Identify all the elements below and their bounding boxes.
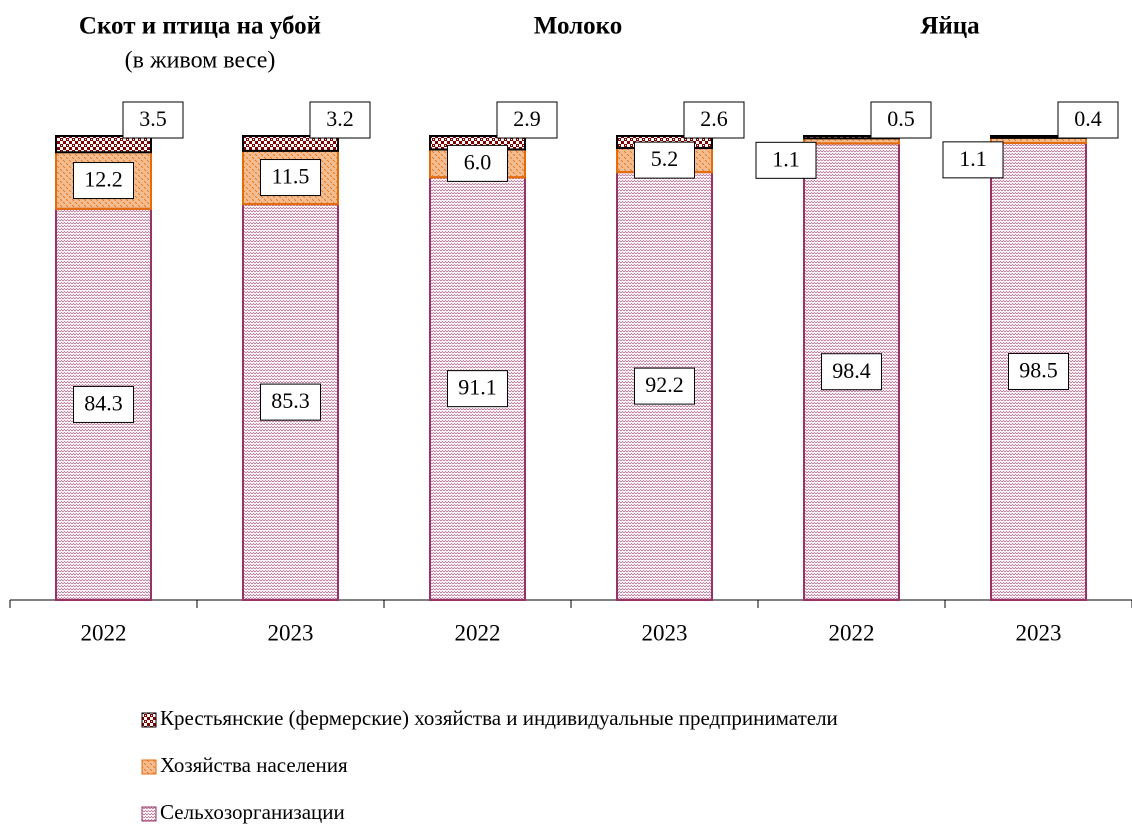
value-label: 3.5 xyxy=(139,106,167,131)
group-title: Яйца xyxy=(920,13,980,40)
value-label-box xyxy=(821,353,882,391)
bar-segment xyxy=(242,135,339,152)
legend-swatch xyxy=(141,712,157,728)
value-label: 1.1 xyxy=(959,146,987,171)
value-label: 11.5 xyxy=(272,164,310,189)
x-tick-label: 2023 xyxy=(1016,620,1062,645)
value-label-box xyxy=(755,141,817,179)
value-label-box xyxy=(1057,101,1119,139)
value-label-box xyxy=(634,367,695,405)
value-label-box xyxy=(260,383,321,421)
x-tick-label: 2022 xyxy=(455,620,501,645)
legend-swatch xyxy=(141,759,157,775)
value-label-box xyxy=(683,101,745,139)
value-label-box xyxy=(260,159,321,197)
legend-swatch xyxy=(141,806,157,822)
legend-label: Сельхозорганизации xyxy=(160,800,345,824)
value-label-box xyxy=(634,141,695,179)
value-label: 5.2 xyxy=(651,146,679,171)
value-label: 0.4 xyxy=(1074,106,1102,131)
x-tick-label: 2023 xyxy=(642,620,688,645)
legend-label: Крестьянские (фермерские) хозяйства и ин… xyxy=(160,706,838,730)
value-label-box xyxy=(1008,352,1069,390)
value-label: 2.9 xyxy=(513,106,541,131)
group-title: Молоко xyxy=(534,13,623,40)
x-tick-label: 2023 xyxy=(268,620,314,645)
group-title: Скот и птица на убой xyxy=(79,13,321,40)
value-label: 1.1 xyxy=(772,146,800,171)
value-label-box xyxy=(870,101,932,139)
value-label: 2.6 xyxy=(700,106,728,131)
bar-segment xyxy=(429,176,526,602)
legend-label: Хозяйства населения xyxy=(160,753,348,777)
x-tick-label: 2022 xyxy=(829,620,875,645)
value-label: 12.2 xyxy=(84,167,123,192)
value-label: 98.4 xyxy=(832,358,871,383)
value-label-box xyxy=(309,101,371,139)
value-label-box xyxy=(447,370,508,408)
value-label-box xyxy=(447,144,508,182)
value-label: 98.5 xyxy=(1019,358,1058,383)
value-label: 92.2 xyxy=(645,372,684,397)
value-label-box xyxy=(496,101,558,139)
value-label-box xyxy=(73,385,134,423)
x-tick-label: 2022 xyxy=(81,620,127,645)
bar-segment xyxy=(55,135,152,154)
value-label: 6.0 xyxy=(464,149,492,174)
value-label-box xyxy=(73,162,134,200)
group-subtitle: (в живом весе) xyxy=(125,48,276,74)
value-label: 0.5 xyxy=(887,106,915,131)
value-label: 3.2 xyxy=(326,106,354,131)
value-label-box xyxy=(122,101,184,139)
value-label: 91.1 xyxy=(458,375,497,400)
value-label: 85.3 xyxy=(271,388,310,413)
value-label-box xyxy=(942,141,1004,179)
value-label: 84.3 xyxy=(84,390,123,415)
